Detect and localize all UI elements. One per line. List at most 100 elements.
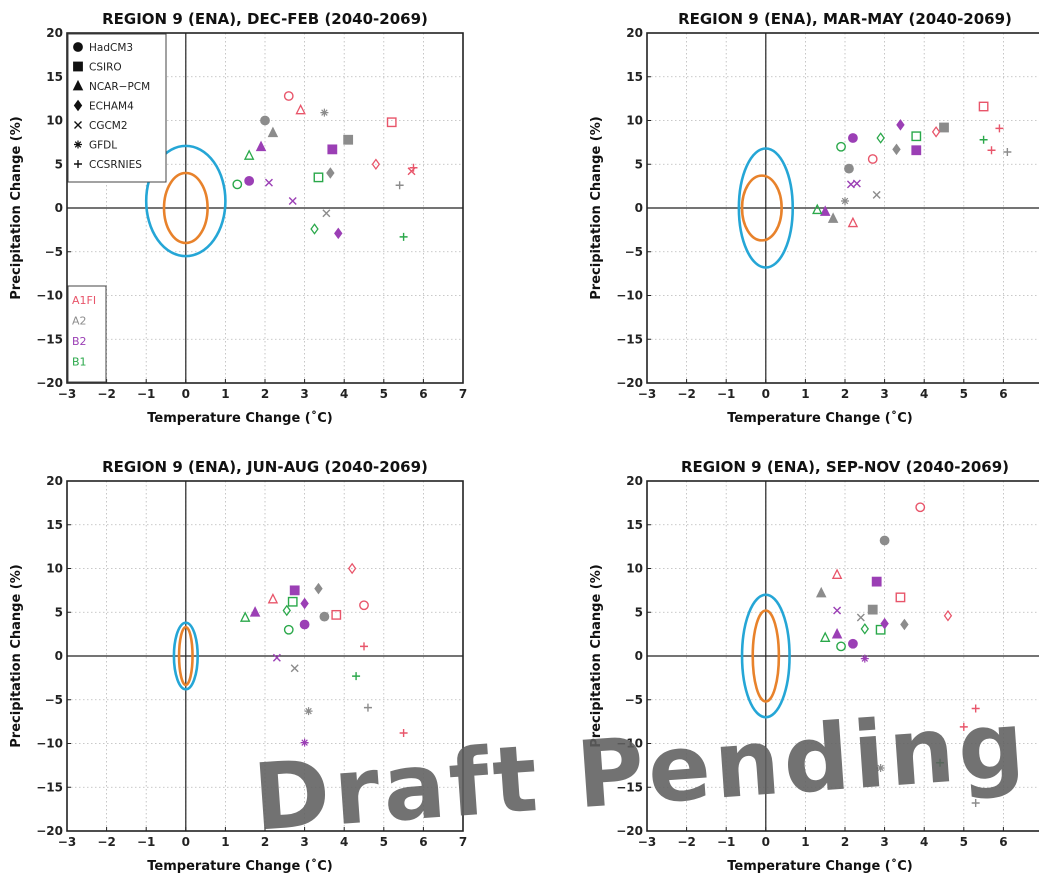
data-point xyxy=(847,181,854,188)
x-tick-label: 6 xyxy=(419,835,427,849)
data-point xyxy=(289,598,297,606)
data-point xyxy=(857,614,864,621)
legend-label: HadCM3 xyxy=(89,42,133,54)
y-tick-label: −15 xyxy=(616,780,643,794)
data-point xyxy=(311,224,318,233)
data-point xyxy=(1003,148,1011,156)
data-point xyxy=(849,218,857,226)
legend-marker xyxy=(74,62,82,70)
scenario-label: A1FI xyxy=(72,294,96,307)
y-tick-label: 20 xyxy=(626,474,643,488)
x-tick-label: −1 xyxy=(717,387,735,401)
y-tick-label: −20 xyxy=(36,376,63,390)
data-point xyxy=(849,134,857,142)
y-axis-label: Precipitation Change (%) xyxy=(589,116,604,299)
y-tick-label: 5 xyxy=(55,157,63,171)
data-point xyxy=(328,145,336,153)
y-tick-label: −10 xyxy=(36,289,63,303)
x-tick-label: 1 xyxy=(801,835,809,849)
legend-marker xyxy=(74,141,82,149)
y-axis-label: Precipitation Change (%) xyxy=(9,564,24,747)
x-tick-label: 0 xyxy=(762,387,770,401)
y-tick-label: −5 xyxy=(45,245,63,259)
data-point xyxy=(335,229,342,238)
data-point xyxy=(912,132,920,140)
x-tick-label: 1 xyxy=(221,835,229,849)
x-tick-label: 4 xyxy=(920,387,928,401)
scenario-label: B1 xyxy=(72,356,87,369)
data-point xyxy=(869,155,877,163)
y-tick-label: 0 xyxy=(55,201,63,215)
x-tick-label: 7 xyxy=(459,387,467,401)
data-point xyxy=(872,577,880,585)
y-tick-label: 10 xyxy=(626,114,643,128)
data-point xyxy=(845,164,853,172)
y-axis-label: Precipitation Change (%) xyxy=(589,564,604,747)
data-point xyxy=(901,620,908,629)
data-point xyxy=(396,181,404,189)
data-point xyxy=(897,120,904,129)
x-tick-label: 2 xyxy=(261,835,269,849)
legend-marker xyxy=(74,43,82,51)
data-point xyxy=(261,116,269,124)
y-tick-label: −15 xyxy=(36,780,63,794)
data-point xyxy=(289,198,296,205)
y-tick-label: −15 xyxy=(36,332,63,346)
data-point xyxy=(861,655,869,663)
data-point xyxy=(837,642,845,650)
data-point xyxy=(896,593,904,601)
x-tick-label: −2 xyxy=(97,835,115,849)
data-point xyxy=(861,624,868,633)
chart-title: REGION 9 (ENA), SEP-NOV (2040-2069) xyxy=(681,458,1009,476)
data-point xyxy=(933,127,940,136)
data-point xyxy=(364,704,372,712)
y-tick-label: −15 xyxy=(616,332,643,346)
data-point xyxy=(893,145,900,154)
data-point xyxy=(300,620,308,628)
y-tick-label: −10 xyxy=(36,737,63,751)
data-point xyxy=(323,210,330,217)
x-tick-label: −1 xyxy=(137,387,155,401)
data-point xyxy=(265,179,272,186)
data-point xyxy=(936,759,944,767)
data-point xyxy=(813,205,821,213)
data-point xyxy=(400,233,408,241)
data-point xyxy=(245,151,253,159)
x-tick-label: 6 xyxy=(419,387,427,401)
x-tick-label: 3 xyxy=(300,387,308,401)
y-tick-label: 0 xyxy=(635,201,643,215)
x-tick-label: 3 xyxy=(880,835,888,849)
data-point xyxy=(877,764,885,772)
y-tick-label: 5 xyxy=(635,605,643,619)
data-point xyxy=(940,123,948,131)
y-tick-label: 0 xyxy=(55,649,63,663)
x-tick-label: 0 xyxy=(182,387,190,401)
x-axis-label: Temperature Change (˚C) xyxy=(727,410,912,426)
x-tick-label: −1 xyxy=(137,835,155,849)
y-tick-label: −20 xyxy=(36,824,63,838)
data-point xyxy=(291,586,299,594)
data-point xyxy=(980,136,988,144)
model-legend: HadCM3 CSIRO NCAR−PCM ECHAM4 CGCM2 GFDL CCSRNI… xyxy=(68,34,166,182)
data-point xyxy=(291,665,298,672)
x-tick-label: −1 xyxy=(717,835,735,849)
y-tick-label: −10 xyxy=(616,737,643,751)
legend-label: NCAR−PCM xyxy=(89,81,150,93)
y-tick-label: 0 xyxy=(635,649,643,663)
scenario-label: A2 xyxy=(72,315,87,328)
data-point xyxy=(972,705,980,713)
data-point xyxy=(833,629,841,637)
x-tick-label: 4 xyxy=(920,835,928,849)
panel-3: −3 −2 −1 0 1 2 3 4 5 6 7−20−15−10−505101520REGION … xyxy=(9,458,467,874)
x-axis-label: Temperature Change (˚C) xyxy=(147,858,332,874)
legend-label: CGCM2 xyxy=(89,120,128,132)
data-point xyxy=(257,142,265,150)
chart-title: REGION 9 (ENA), DEC-FEB (2040-2069) xyxy=(102,10,428,28)
legend-label: CCSRNIES xyxy=(89,159,142,171)
y-tick-label: 10 xyxy=(46,114,63,128)
data-point xyxy=(869,605,877,613)
data-point xyxy=(245,177,253,185)
data-point xyxy=(269,594,277,602)
x-tick-label: −2 xyxy=(677,387,695,401)
y-tick-label: −20 xyxy=(616,824,643,838)
